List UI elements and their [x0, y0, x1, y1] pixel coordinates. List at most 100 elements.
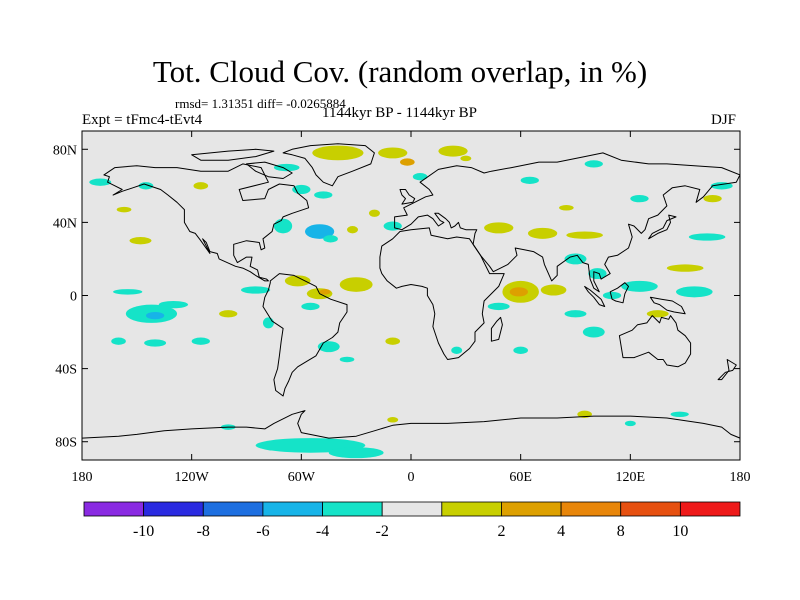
- coastline-south-america: [262, 273, 348, 397]
- anomaly-region-32: [588, 268, 607, 280]
- lon-tick-label-2: 60W: [288, 470, 316, 485]
- anomaly-region-58: [564, 310, 587, 318]
- experiment-label: Expt = tFmc4-tEvt4: [82, 112, 203, 128]
- anomaly-region-30: [666, 264, 704, 272]
- anomaly-region-50: [145, 311, 165, 320]
- lat-tick-label-3: 40S: [55, 363, 77, 378]
- anomaly-region-61: [646, 310, 669, 318]
- anomaly-region-43: [319, 289, 331, 295]
- anomaly-region-40: [339, 277, 373, 292]
- anomaly-region-35: [602, 291, 622, 300]
- anomaly-region-48: [219, 310, 238, 318]
- colorbar-bin-7: [501, 501, 562, 517]
- lon-tick-label-5: 120E: [616, 470, 646, 485]
- anomaly-region-8: [138, 182, 154, 190]
- anomaly-region-51: [262, 317, 274, 329]
- anomaly-region-4: [400, 158, 415, 166]
- coastline-new-guinea: [649, 296, 686, 315]
- anomaly-region-14: [520, 176, 539, 185]
- anomaly-region-60: [513, 346, 528, 354]
- colorbar-label-5: 2: [497, 523, 505, 540]
- coastline-eurasia: [394, 152, 740, 293]
- colorbar-label-2: -6: [256, 523, 269, 540]
- anomaly-region-52: [111, 337, 126, 345]
- anomaly-layer: [89, 145, 733, 459]
- anomaly-region-15: [584, 160, 603, 168]
- anomaly-region-34: [676, 286, 713, 298]
- coastline-great-britain: [399, 189, 416, 205]
- lat-tick-label-2: 0: [70, 290, 77, 305]
- colorbar-label-0: -10: [133, 523, 154, 540]
- anomaly-region-69: [624, 420, 636, 427]
- anomaly-region-23: [323, 235, 338, 243]
- coastline-layer: [82, 143, 740, 439]
- colorbar-label-3: -4: [316, 523, 329, 540]
- anomaly-region-22: [347, 226, 358, 234]
- coastline-africa: [379, 227, 505, 360]
- anomaly-region-18: [559, 205, 574, 211]
- colorbar: -10 -8 -6 -4 -2 2 4 8 10: [83, 501, 741, 540]
- period-label: 1144kyr BP - 1144kyr BP: [322, 105, 478, 121]
- coastline-new-zealand: [717, 359, 737, 381]
- lat-tick-label-4: 80S: [55, 436, 77, 451]
- anomaly-region-3: [378, 147, 408, 159]
- colorbar-bin-9: [620, 501, 681, 517]
- colorbar-bin-8: [560, 501, 622, 517]
- anomaly-region-46: [241, 286, 271, 294]
- anomaly-region-26: [484, 222, 514, 234]
- anomaly-region-65: [670, 411, 689, 418]
- anomaly-region-9: [116, 206, 132, 213]
- lon-tick-label-3: 0: [408, 470, 415, 485]
- anomaly-region-5: [438, 145, 468, 157]
- lat-tick-label-0: 80N: [53, 143, 77, 158]
- coastline-baffin: [246, 161, 293, 179]
- colorbar-bin-0: [83, 501, 145, 517]
- lon-tick-label-4: 60E: [509, 470, 532, 485]
- anomaly-region-57: [451, 346, 463, 354]
- anomaly-region-29: [688, 233, 726, 241]
- coastline-japan: [648, 214, 677, 240]
- anomaly-region-21: [304, 224, 335, 239]
- anomaly-region-45: [113, 289, 143, 295]
- colorbar-bin-5: [381, 501, 443, 517]
- colorbar-label-6: 4: [557, 523, 565, 540]
- coastline-greenland: [282, 143, 375, 187]
- anomaly-region-27: [527, 227, 558, 239]
- anomaly-region-44: [301, 302, 320, 311]
- anomaly-region-13: [412, 173, 428, 181]
- anomaly-region-20: [273, 218, 293, 234]
- coastline-australia: [618, 315, 692, 368]
- anomaly-region-10: [292, 184, 311, 195]
- anomaly-region-7: [89, 178, 112, 186]
- chart-title: Tot. Cloud Cov. (random overlap, in %): [152, 54, 648, 89]
- anomaly-region-54: [191, 337, 210, 345]
- anomaly-region-68: [328, 447, 384, 459]
- coastline-sumatra: [584, 285, 606, 307]
- colorbar-bin-2: [202, 501, 264, 517]
- coastline-antarctica: [82, 410, 740, 439]
- colorbar-label-8: 10: [672, 523, 688, 540]
- anomaly-region-0: [193, 182, 209, 190]
- lon-tick-label-0: 180: [72, 470, 93, 485]
- coastline-madagascar: [490, 316, 503, 342]
- colorbar-bin-4: [322, 501, 383, 517]
- anomaly-region-1: [273, 163, 300, 172]
- map-background: [82, 131, 740, 460]
- anomaly-region-24: [129, 237, 152, 245]
- stats-line: rmsd= 1.31351 diff= -0.0265884: [175, 96, 346, 111]
- lon-tick-label-1: 120W: [175, 470, 210, 485]
- anomaly-region-41: [284, 275, 311, 287]
- lat-tick-label-1: 40N: [53, 216, 77, 231]
- anomaly-region-19: [703, 194, 722, 203]
- coastline-north-america: [103, 163, 310, 282]
- axis-ticks: 80N 40N 0 40S 80S 180 120W 60W 0 60E 120E 180: [53, 131, 751, 485]
- coastline-arctic-islands: [191, 148, 275, 161]
- colorbar-bin-6: [441, 501, 502, 517]
- anomaly-region-38: [509, 287, 528, 297]
- colorbar-label-4: -2: [376, 523, 389, 540]
- anomaly-region-28: [566, 231, 603, 239]
- lon-tick-label-6: 180: [730, 470, 751, 485]
- anomaly-region-64: [387, 417, 399, 423]
- coastline-borneo: [609, 282, 629, 304]
